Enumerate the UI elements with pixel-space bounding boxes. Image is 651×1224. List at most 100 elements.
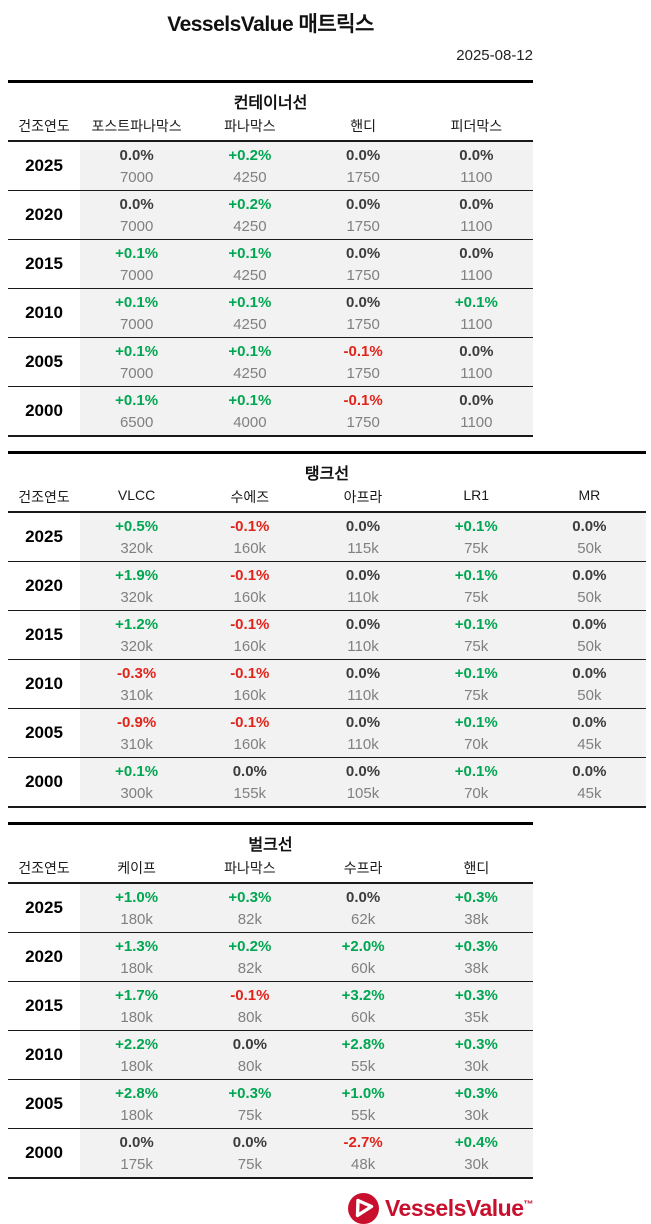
pct-change: -2.7% bbox=[343, 1134, 383, 1151]
value-cell: 0.0% 50k bbox=[532, 611, 646, 659]
ship-value: 1100 bbox=[460, 316, 493, 333]
table-row: 2010 -0.3% 310k -0.1% 160k 0.0% 110k +0.1% 75k 0.… bbox=[8, 660, 646, 709]
ship-value: 55k bbox=[351, 1058, 376, 1075]
pct-change: 0.0% bbox=[232, 763, 267, 780]
value-cell: +3.2% 60k bbox=[306, 982, 420, 1030]
value-cell: 0.0% 1750 bbox=[306, 289, 420, 337]
value-cell: -0.1% 160k bbox=[193, 611, 307, 659]
value-cell: +2.2% 180k bbox=[80, 1031, 194, 1079]
value-cell: +0.1% 7000 bbox=[80, 240, 194, 288]
year-cell: 2015 bbox=[8, 240, 80, 288]
value-cell: +0.5% 320k bbox=[80, 513, 194, 561]
ship-value: 155k bbox=[233, 785, 267, 802]
ship-value: 160k bbox=[233, 687, 267, 704]
ship-value: 180k bbox=[120, 1009, 153, 1026]
ship-value: 110k bbox=[347, 638, 379, 655]
ship-value: 310k bbox=[120, 736, 153, 753]
value-cell: +0.2% 4250 bbox=[193, 142, 307, 190]
table-row: 2025 +1.0% 180k +0.3% 82k 0.0% 62k +0.3% 38k bbox=[8, 884, 533, 933]
year-cell: 2010 bbox=[8, 660, 80, 708]
value-cell: +0.2% 4250 bbox=[193, 191, 307, 239]
pct-change: 0.0% bbox=[346, 889, 381, 906]
page-title: VesselsValue 매트릭스 bbox=[167, 13, 374, 36]
pct-change: +0.2% bbox=[228, 147, 272, 164]
value-cell: +0.1% 1100 bbox=[419, 289, 533, 337]
pct-change: 0.0% bbox=[345, 616, 381, 633]
pct-change: 0.0% bbox=[232, 1134, 267, 1151]
value-cell: -0.1% 1750 bbox=[306, 338, 420, 386]
pct-change: 0.0% bbox=[459, 245, 494, 262]
ship-value: 82k bbox=[237, 960, 262, 977]
ship-value: 75k bbox=[464, 638, 489, 655]
ship-value: 30k bbox=[464, 1058, 489, 1075]
pct-change: +0.3% bbox=[228, 1085, 272, 1102]
value-cell: -0.1% 160k bbox=[193, 562, 307, 610]
value-cell: 0.0% 7000 bbox=[80, 142, 194, 190]
column-header: 핸디 bbox=[350, 118, 376, 134]
pct-change: 0.0% bbox=[572, 567, 607, 584]
column-header: VLCC bbox=[117, 487, 156, 503]
ship-value: 7000 bbox=[119, 365, 154, 382]
ship-value: 80k bbox=[237, 1009, 262, 1026]
value-cell: 0.0% 50k bbox=[532, 660, 646, 708]
year-cell: 2020 bbox=[8, 933, 80, 981]
pct-change: 0.0% bbox=[346, 294, 381, 311]
ship-value: 4000 bbox=[233, 414, 267, 431]
year-cell: 2025 bbox=[8, 884, 80, 932]
value-cell: 0.0% 105k bbox=[306, 758, 420, 806]
report-date: 2025-08-12 bbox=[456, 47, 533, 64]
value-cell: 0.0% 110k bbox=[306, 562, 420, 610]
ship-value: 50k bbox=[577, 540, 602, 557]
ship-value: 60k bbox=[351, 960, 376, 977]
ship-value: 1100 bbox=[460, 414, 493, 431]
pct-change: 0.0% bbox=[459, 392, 494, 409]
value-cell: +1.0% 55k bbox=[306, 1080, 420, 1128]
value-cell: 0.0% 45k bbox=[532, 758, 646, 806]
ship-value: 175k bbox=[120, 1156, 153, 1173]
vesselsvalue-logo: VesselsValue™ bbox=[347, 1193, 533, 1224]
ship-value: 60k bbox=[351, 1009, 376, 1026]
ship-value: 70k bbox=[464, 785, 489, 802]
value-cell: +0.3% 75k bbox=[193, 1080, 307, 1128]
ship-value: 75k bbox=[464, 589, 489, 606]
ship-value: 45k bbox=[577, 785, 602, 802]
value-cell: 0.0% 1100 bbox=[419, 191, 533, 239]
ship-value: 55k bbox=[351, 1107, 376, 1124]
pct-change: -0.9% bbox=[117, 714, 157, 731]
year-cell: 2000 bbox=[8, 1129, 80, 1177]
year-cell: 2025 bbox=[8, 142, 80, 190]
pct-change: +2.8% bbox=[341, 1036, 385, 1053]
value-cell: -0.1% 160k bbox=[193, 709, 307, 757]
pct-change: +0.3% bbox=[454, 938, 498, 955]
ship-value: 1100 bbox=[460, 169, 493, 186]
pct-change: -0.1% bbox=[343, 392, 383, 409]
pct-change: +3.2% bbox=[341, 987, 385, 1004]
ship-value: 110k bbox=[347, 736, 379, 753]
ship-value: 4250 bbox=[233, 365, 267, 382]
ship-value: 4250 bbox=[233, 316, 267, 333]
pct-change: 0.0% bbox=[346, 147, 381, 164]
table-row: 2005 +2.8% 180k +0.3% 75k +1.0% 55k +0.3% 30k bbox=[8, 1080, 533, 1129]
ship-value: 75k bbox=[464, 540, 489, 557]
pct-change: +0.1% bbox=[228, 343, 272, 360]
ship-value: 160k bbox=[233, 736, 267, 753]
pct-change: +0.1% bbox=[115, 763, 159, 780]
pct-change: 0.0% bbox=[459, 196, 494, 213]
pct-change: +0.3% bbox=[228, 889, 272, 906]
value-cell: +0.3% 30k bbox=[419, 1080, 533, 1128]
ship-value: 1100 bbox=[460, 267, 493, 284]
ship-value: 320k bbox=[120, 589, 153, 606]
matrix-table-tanker: 탱크선 건조연도 VLCC 수에즈 아프라 LR1 MR 2025 +0.5% 320k -0.1%… bbox=[8, 451, 646, 808]
year-cell: 2025 bbox=[8, 513, 80, 561]
year-cell: 2015 bbox=[8, 982, 80, 1030]
pct-change: +0.1% bbox=[454, 763, 498, 780]
pct-change: +0.1% bbox=[115, 294, 159, 311]
value-cell: 0.0% 110k bbox=[306, 709, 420, 757]
column-header: 피더막스 bbox=[450, 118, 503, 134]
table-row: 2025 0.0% 7000 +0.2% 4250 0.0% 1750 0.0% 1100 bbox=[8, 142, 533, 191]
value-cell: 0.0% 110k bbox=[306, 660, 420, 708]
value-cell: -2.7% 48k bbox=[306, 1129, 420, 1177]
ship-value: 160k bbox=[233, 540, 267, 557]
ship-value: 6500 bbox=[119, 414, 154, 431]
value-cell: +0.1% 4250 bbox=[193, 240, 307, 288]
